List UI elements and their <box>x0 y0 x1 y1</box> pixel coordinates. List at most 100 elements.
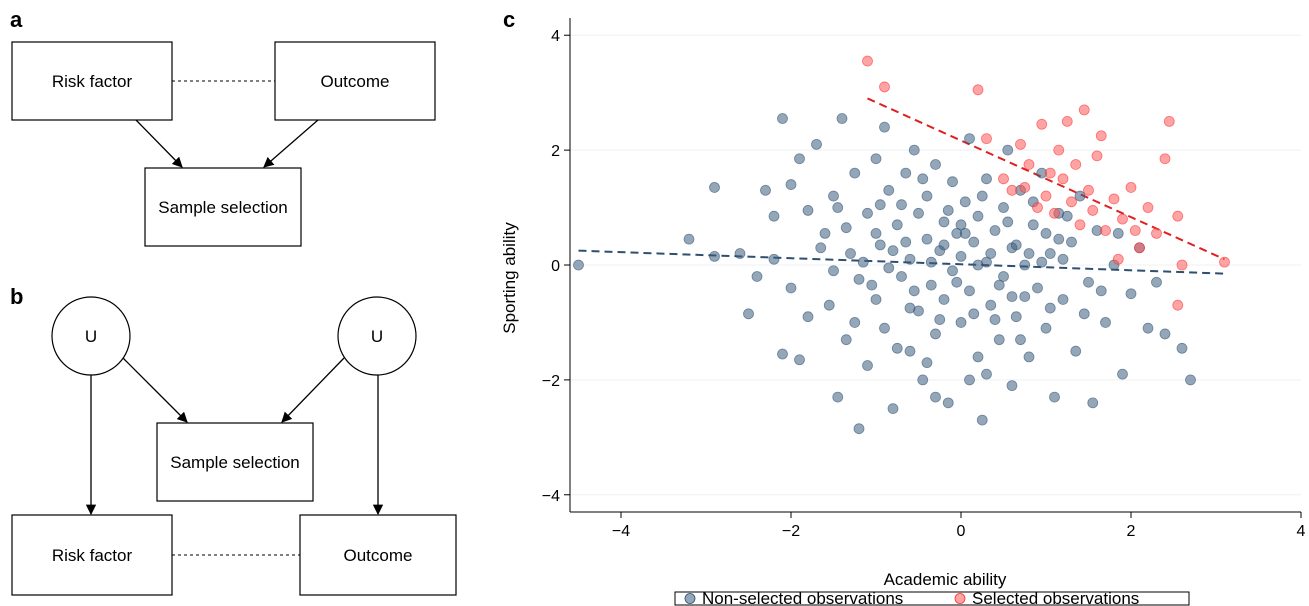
non-selected-point-35 <box>896 271 907 282</box>
selected-point-0 <box>862 55 873 67</box>
selected-point-19 <box>1100 225 1111 236</box>
selected-point-17 <box>1091 150 1103 162</box>
x-tick-label-4: 4 <box>1297 523 1306 540</box>
non-selected-point-30 <box>879 121 890 133</box>
non-selected-point-110 <box>857 256 869 268</box>
selected-point-24 <box>1142 202 1154 213</box>
non-selected-point-12 <box>794 354 805 366</box>
non-selected-point-119 <box>934 314 946 325</box>
non-selected-point-128 <box>1010 239 1022 251</box>
arrow-u-right-to-selection <box>281 357 345 423</box>
panel-a: a Risk factor Outcome Sample selection <box>10 7 436 247</box>
plot-axes: −4 −2 0 2 4 −4 −2 0 2 4 <box>542 18 1306 540</box>
non-selected-point-149 <box>1057 253 1069 265</box>
non-selected-point-2 <box>709 182 720 193</box>
selected-point-10 <box>1049 207 1060 219</box>
legend-row <box>675 597 1189 605</box>
selected-point-31 <box>1172 299 1184 311</box>
selected-legend-marker <box>954 593 966 604</box>
risk-factor-box <box>11 41 173 121</box>
non-selected-point-92 <box>1100 317 1111 328</box>
non-selected-point-42 <box>917 374 929 386</box>
y-tick-label-4: 4 <box>551 28 560 45</box>
non-selected-point-148 <box>1040 228 1052 239</box>
arrow-risk-to-selection <box>135 119 183 168</box>
selected-point-15 <box>1078 104 1090 116</box>
non-selected-point-20 <box>840 334 852 346</box>
non-selected-point-53 <box>947 265 958 277</box>
non-selected-point-66 <box>985 299 997 311</box>
selected-point-16 <box>1083 184 1094 196</box>
risk-factor-label-b: Risk factor <box>52 546 133 565</box>
fit-lines <box>578 97 1225 275</box>
non-selected-point-140 <box>904 302 916 314</box>
non-selected-point-112 <box>874 199 886 211</box>
sample-selection-label-b: Sample selection <box>170 453 299 472</box>
selected-point-30 <box>1219 256 1230 268</box>
non-selected-point-22 <box>849 167 861 179</box>
non-selected-point-107 <box>828 265 839 277</box>
selected-point-14 <box>1074 219 1086 231</box>
panel-b: b U U Sample selection Risk factor Outco… <box>10 284 457 596</box>
selected-point-38 <box>1129 225 1141 236</box>
non-selected-point-25 <box>862 207 873 219</box>
non-selected-point-105 <box>802 311 814 323</box>
selected-point-28 <box>1172 210 1184 222</box>
non-selected-point-9 <box>777 348 788 360</box>
non-selected-point-152 <box>981 368 992 380</box>
non-selected-point-125 <box>985 248 997 259</box>
non-selected-point-11 <box>794 153 805 165</box>
non-selected-point-63 <box>976 414 988 426</box>
non-selected-point-145 <box>989 314 1001 325</box>
non-selected-point-34 <box>891 219 903 231</box>
outcome-box-b <box>299 514 457 596</box>
non-selected-point-113 <box>883 262 895 274</box>
x-tick-label-0: −4 <box>612 523 630 540</box>
selected-point-7 <box>1032 202 1043 213</box>
non-selected-point-133 <box>1053 233 1065 245</box>
non-selected-point-134 <box>1061 210 1073 222</box>
y-tick-label-3: 2 <box>551 143 560 160</box>
non-selected-point-120 <box>942 205 954 216</box>
non-selected-point-6 <box>760 184 771 196</box>
non-selected-point-108 <box>840 222 852 234</box>
non-selected-point-118 <box>925 256 937 268</box>
non-selected-point-122 <box>959 228 971 239</box>
non-selected-point-153 <box>1015 334 1026 346</box>
non-selected-point-79 <box>1032 282 1043 294</box>
non-selected-point-37 <box>904 345 916 357</box>
non-selected-point-86 <box>1066 236 1077 248</box>
non-selected-point-10 <box>785 282 797 294</box>
non-selected-point-38 <box>904 253 916 265</box>
non-selected-point-88 <box>1074 190 1086 202</box>
panel-c-letter: c <box>503 7 515 32</box>
outcome-box <box>274 41 436 121</box>
non-selected-point-60 <box>968 236 980 248</box>
non-selected-legend-marker <box>684 593 696 604</box>
selected-point-3 <box>981 133 992 145</box>
non-selected-point-43 <box>921 233 933 245</box>
non-selected-point-77 <box>1023 351 1035 363</box>
non-selected-point-116 <box>908 285 920 297</box>
non-selected-point-150 <box>832 202 844 213</box>
selected-fit-line <box>867 97 1225 261</box>
sample-selection-label: Sample selection <box>158 198 287 217</box>
non-selected-point-59 <box>964 133 975 145</box>
non-selected-point-139 <box>887 245 899 257</box>
non-selected-point-137 <box>1112 228 1124 239</box>
non-selected-point-127 <box>1002 216 1014 228</box>
non-selected-point-147 <box>1023 248 1035 259</box>
non-selected-point-50 <box>938 216 950 228</box>
legend-box <box>674 591 1190 606</box>
selected-point-23 <box>1134 242 1145 254</box>
non-selected-point-45 <box>925 279 937 291</box>
non-selected-point-94 <box>1117 368 1128 380</box>
non-selected-point-74 <box>1010 311 1022 323</box>
non-selected-point-71 <box>1002 144 1014 156</box>
non-selected-point-67 <box>989 225 1001 236</box>
selected-point-27 <box>1163 115 1175 127</box>
selected-point-32 <box>1053 144 1065 156</box>
non-selected-point-76 <box>1019 259 1031 271</box>
non-selected-point-146 <box>1006 291 1018 302</box>
